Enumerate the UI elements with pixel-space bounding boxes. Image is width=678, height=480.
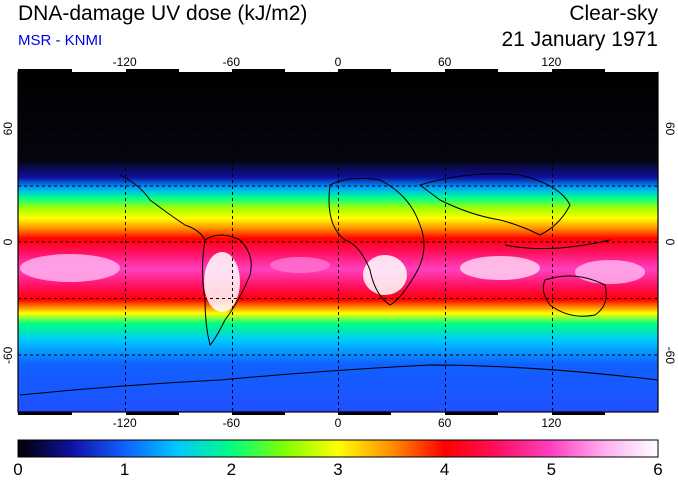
frame-scale-bars — [18, 69, 658, 415]
colorbar-tick-label: 5 — [547, 460, 556, 479]
lon-tick-label-bottom: 120 — [541, 416, 561, 430]
lat-tick-label-left: 60 — [1, 122, 15, 136]
lon-tick-label-top: -120 — [113, 55, 137, 69]
lon-tick-label-top: -60 — [223, 55, 241, 69]
lat-tick-label-right: 60 — [663, 122, 677, 136]
lon-tick-label-bottom: 0 — [335, 416, 342, 430]
colorbar-tick-label: 0 — [13, 460, 22, 479]
lat-tick-label-right: 0 — [663, 239, 677, 246]
colorbar-tick-label: 1 — [120, 460, 129, 479]
institution-label: MSR - KNMI — [18, 32, 103, 49]
colorbar-tick-label: 3 — [333, 460, 342, 479]
lat-tick-label-left: -60 — [1, 346, 15, 364]
lon-tick-label-top: 60 — [438, 55, 452, 69]
lon-tick-label-top: 120 — [541, 55, 561, 69]
graticule — [18, 72, 658, 412]
high-dose-patches — [20, 252, 645, 312]
lon-tick-label-bottom: -120 — [113, 416, 137, 430]
coastlines — [19, 173, 658, 396]
lon-tick-label-bottom: 60 — [438, 416, 452, 430]
colorbar-tick-label: 4 — [440, 460, 449, 479]
lon-tick-label-bottom: -60 — [223, 416, 241, 430]
colorbar-tick-label: 2 — [227, 460, 236, 479]
date-label: 21 January 1971 — [501, 28, 658, 51]
lon-tick-label-top: 0 — [335, 55, 342, 69]
colorbar-tick-label: 6 — [653, 460, 662, 479]
lat-tick-label-left: 0 — [1, 238, 15, 245]
map-title: DNA-damage UV dose (kJ/m2) — [18, 2, 308, 25]
colorbar — [17, 439, 659, 458]
lat-tick-label-right: -60 — [663, 347, 677, 365]
sky-condition-label: Clear-sky — [569, 2, 658, 25]
